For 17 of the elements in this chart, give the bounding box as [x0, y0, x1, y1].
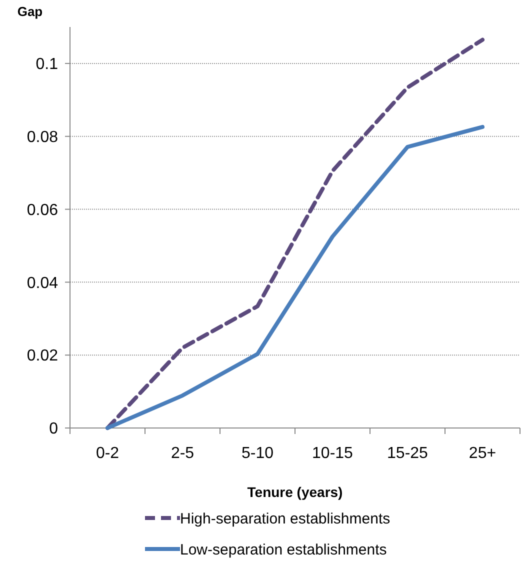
- y-tick-label: 0: [49, 420, 58, 438]
- x-axis-title: Tenure (years): [247, 484, 343, 500]
- legend-label: High-separation establishments: [180, 510, 390, 528]
- x-tick-label: 2-5: [170, 445, 194, 462]
- x-tick-label: 5-10: [241, 445, 274, 462]
- x-tick-label: 10-15: [312, 445, 354, 462]
- legend-label: Low-separation establishments: [180, 541, 387, 558]
- y-axis-title: Gap: [17, 4, 43, 19]
- x-tick-label: 25+: [468, 445, 496, 462]
- y-tick-label: 0.02: [26, 348, 58, 365]
- y-tick-label: 0.08: [26, 128, 58, 146]
- y-tick-label: 0.1: [36, 56, 58, 74]
- y-tick-label: 0.06: [26, 202, 58, 219]
- x-tick-label: 0-2: [96, 445, 120, 462]
- line-series: [106, 124, 484, 430]
- y-tick-label: 0.04: [26, 274, 58, 292]
- x-tick-label: 15-25: [387, 445, 428, 462]
